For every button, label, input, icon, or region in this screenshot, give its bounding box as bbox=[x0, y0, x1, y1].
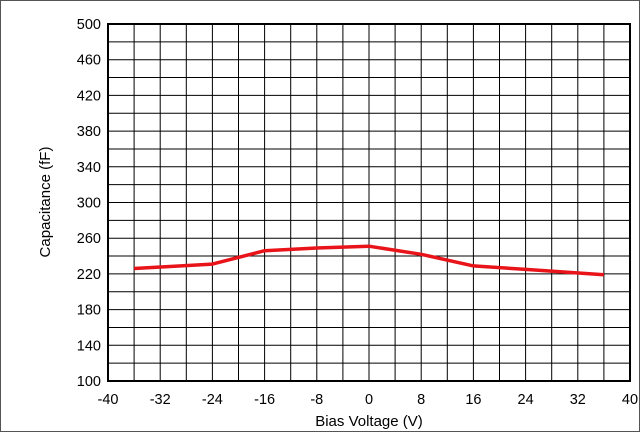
y-tick-label: 220 bbox=[77, 267, 101, 283]
y-tick-label: 100 bbox=[77, 374, 101, 390]
grid bbox=[108, 24, 630, 381]
y-tick-label: 180 bbox=[77, 303, 101, 319]
x-tick-label: -24 bbox=[202, 392, 223, 408]
y-tick-label: 380 bbox=[77, 124, 101, 140]
y-tick-label: 460 bbox=[77, 53, 101, 69]
y-tick-label: 420 bbox=[77, 88, 101, 104]
x-tick-label: 24 bbox=[518, 392, 534, 408]
x-tick-label: 40 bbox=[622, 392, 638, 408]
y-tick-labels: 100 140 180 220 260 300 340 380 420 460 500 bbox=[77, 17, 101, 390]
x-tick-label: 32 bbox=[570, 392, 586, 408]
x-tick-label: -16 bbox=[254, 392, 275, 408]
x-tick-labels: -40 -32 -24 -16 -8 0 8 16 24 32 40 bbox=[98, 392, 639, 408]
y-tick-label: 260 bbox=[77, 231, 101, 247]
x-tick-label: -40 bbox=[98, 392, 119, 408]
series-line bbox=[134, 244, 605, 277]
y-axis-label: Capacitance (fF) bbox=[37, 147, 54, 258]
x-axis-label: Bias Voltage (V) bbox=[315, 413, 423, 430]
x-tick-label: -8 bbox=[310, 392, 323, 408]
y-tick-label: 300 bbox=[77, 196, 101, 212]
y-tick-label: 140 bbox=[77, 338, 101, 354]
y-tick-label: 340 bbox=[77, 160, 101, 176]
x-tick-label: 0 bbox=[365, 392, 373, 408]
plot-area bbox=[107, 23, 631, 382]
series-layer bbox=[134, 244, 605, 277]
x-tick-label: 16 bbox=[465, 392, 481, 408]
x-tick-label: 8 bbox=[417, 392, 425, 408]
y-tick-label: 500 bbox=[77, 17, 101, 33]
x-tick-label: -32 bbox=[150, 392, 171, 408]
